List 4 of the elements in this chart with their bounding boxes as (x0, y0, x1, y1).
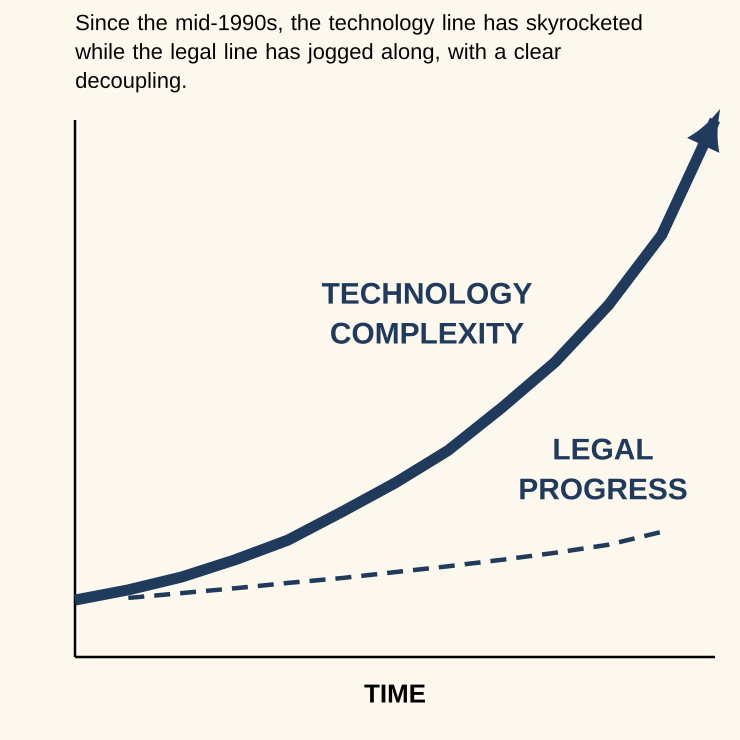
x-axis-title: TIME (364, 684, 425, 702)
chart-title: Since the mid-1990s, the technology line has skyrocketed while the legal line has jogged along, with a clear decoupling. (75, 14, 642, 92)
series-label: LEGAL PROGRESS (520, 438, 687, 500)
series-label: TECHNOLOGY COMPLEXITY (322, 282, 532, 344)
